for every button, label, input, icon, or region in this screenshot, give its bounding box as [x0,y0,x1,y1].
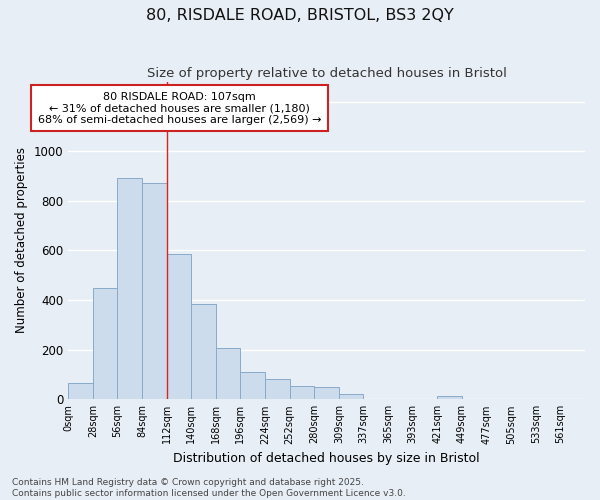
Bar [93,288,118,400]
Title: Size of property relative to detached houses in Bristol: Size of property relative to detached ho… [146,68,506,80]
Bar [142,184,167,400]
Bar [216,348,241,400]
Bar [437,396,462,400]
Bar [339,394,364,400]
Text: Contains HM Land Registry data © Crown copyright and database right 2025.
Contai: Contains HM Land Registry data © Crown c… [12,478,406,498]
Bar [290,386,314,400]
X-axis label: Distribution of detached houses by size in Bristol: Distribution of detached houses by size … [173,452,480,465]
Bar [167,254,191,400]
Bar [314,388,339,400]
Bar [68,383,93,400]
Bar [241,372,265,400]
Bar [118,178,142,400]
Y-axis label: Number of detached properties: Number of detached properties [15,148,28,334]
Text: 80 RISDALE ROAD: 107sqm
← 31% of detached houses are smaller (1,180)
68% of semi: 80 RISDALE ROAD: 107sqm ← 31% of detache… [38,92,322,125]
Bar [265,380,290,400]
Bar [191,304,216,400]
Text: 80, RISDALE ROAD, BRISTOL, BS3 2QY: 80, RISDALE ROAD, BRISTOL, BS3 2QY [146,8,454,22]
